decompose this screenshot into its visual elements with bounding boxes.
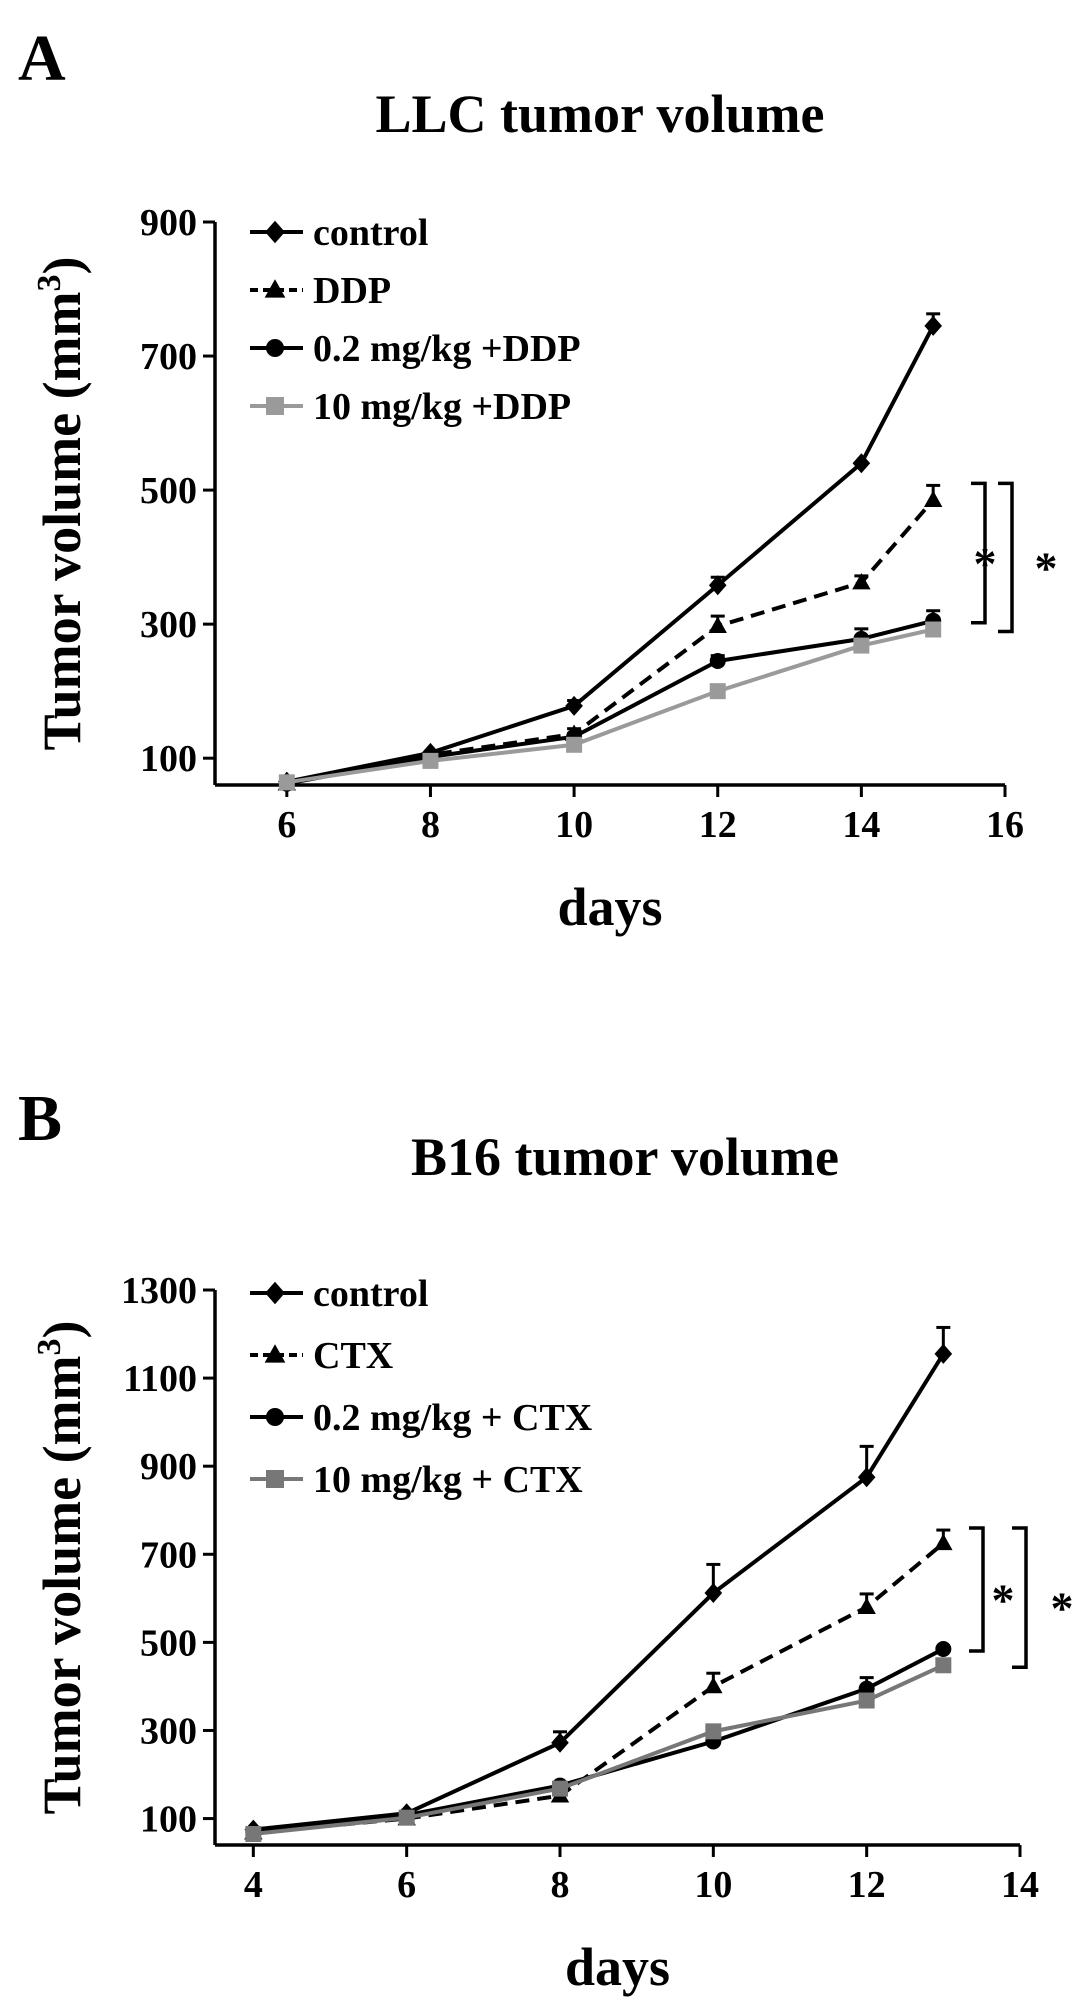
legend: control CTX 0.2 mg/kg + CTX 10 mg/kg + CTX [250,1273,592,1501]
data-point [278,774,295,791]
x-tick-label: 8 [551,1864,570,1906]
data-point [853,637,870,654]
legend-marker [264,1344,286,1363]
x-tick-label: 4 [244,1864,263,1906]
x-tick-label: 6 [277,804,296,846]
series-line [286,618,934,786]
data-point [858,1692,875,1709]
chart-panel-b: B B16 tumor volume 4 6 8 10 12 14 100 300 500 700 90… [18,1082,1074,1997]
y-tick-label: 900 [140,1446,197,1488]
x-tick-label: 10 [555,804,593,846]
data-point [422,752,439,769]
series-2 [244,1528,953,1840]
x-tick-label: 14 [842,804,880,846]
series-line [253,1663,945,1836]
data-point [852,453,871,474]
significance-star: * [1051,1583,1074,1634]
legend-marker [266,1408,284,1426]
data-point [566,736,583,753]
data-point [857,1467,876,1488]
series-2 [277,483,943,791]
data-point [924,315,942,336]
y-tick-label: 300 [140,1710,197,1752]
x-tick-label: 14 [1001,1864,1039,1906]
significance-star: * [992,1575,1015,1626]
y-axis-title: Tumor volume (mm3) [31,1321,92,1815]
data-point [551,1732,569,1753]
y-tick-label: 700 [140,336,197,378]
significance-bracket [971,481,987,625]
legend-marker [266,397,284,415]
data-point [934,1343,953,1364]
series-4 [278,621,942,791]
legend-marker [266,1470,284,1488]
legend-label: CTX [313,1335,393,1377]
data-point [705,1723,722,1740]
significance-bracket [998,481,1014,634]
legend-label: control [313,212,428,254]
series-4 [245,1657,952,1842]
series-line [253,1541,945,1835]
data-point [935,1640,952,1657]
data-point [708,575,727,596]
data-point [565,695,583,716]
data-point [925,621,942,638]
legend-label: DDP [313,270,391,312]
y-tick-label: 100 [140,1799,197,1841]
legend-marker [265,1281,285,1305]
data-point [857,1597,876,1614]
data-point [245,1825,262,1842]
y-tick-label: 900 [140,202,197,244]
data-point [935,1657,952,1674]
series-3 [245,1640,952,1840]
y-tick-label: 300 [140,604,197,646]
chart-title: B16 tumor volume [411,1127,839,1187]
y-tick-label: 100 [140,738,197,780]
x-tick-label: 6 [397,1864,416,1906]
data-point [923,490,943,507]
legend-label: 10 mg/kg +DDP [313,386,571,428]
panel-letter: A [18,22,66,95]
data-point [709,683,726,700]
x-tick-label: 12 [699,804,737,846]
chart-title: LLC tumor volume [375,84,824,144]
legend-label: 10 mg/kg + CTX [313,1459,583,1501]
data-point [708,616,727,633]
y-tick-label: 1100 [123,1358,197,1400]
legend-marker [265,220,285,244]
x-tick-label: 12 [848,1864,886,1906]
data-point [704,1583,723,1604]
legend-label: 0.2 mg/kg +DDP [313,328,581,370]
significance-bracket [1012,1526,1028,1670]
y-tick-label: 500 [140,470,197,512]
data-point [709,653,726,670]
significance-star: * [1035,542,1058,593]
y-tick-label: 700 [140,1534,197,1576]
data-point [552,1780,568,1797]
series-line [253,1647,945,1834]
significance-bracket [969,1526,985,1653]
series-line [286,627,934,785]
x-tick-label: 10 [694,1864,732,1906]
y-tick-label: 1300 [121,1270,197,1312]
legend-label: control [313,1273,428,1315]
significance-star: * [974,538,997,589]
x-axis-title: days [565,1937,670,1997]
legend-marker [264,279,286,298]
legend-label: 0.2 mg/kg + CTX [313,1397,592,1439]
data-point [852,572,871,590]
x-tick-label: 16 [986,804,1024,846]
data-point [934,1533,953,1551]
legend: control DDP 0.2 mg/kg +DDP 10 mg/kg +DDP [250,212,581,428]
legend-marker [266,339,284,357]
x-tick-label: 8 [421,804,440,846]
data-point [704,1676,723,1694]
y-tick-label: 500 [140,1622,197,1664]
panel-letter: B [18,1082,62,1155]
x-axis-title: days [557,877,662,937]
data-point [398,1809,415,1826]
y-axis-title: Tumor volume (mm3) [31,257,92,751]
chart-panel-a: A LLC tumor volume 6 8 10 12 14 16 100 300 500 700 9… [18,22,1058,937]
